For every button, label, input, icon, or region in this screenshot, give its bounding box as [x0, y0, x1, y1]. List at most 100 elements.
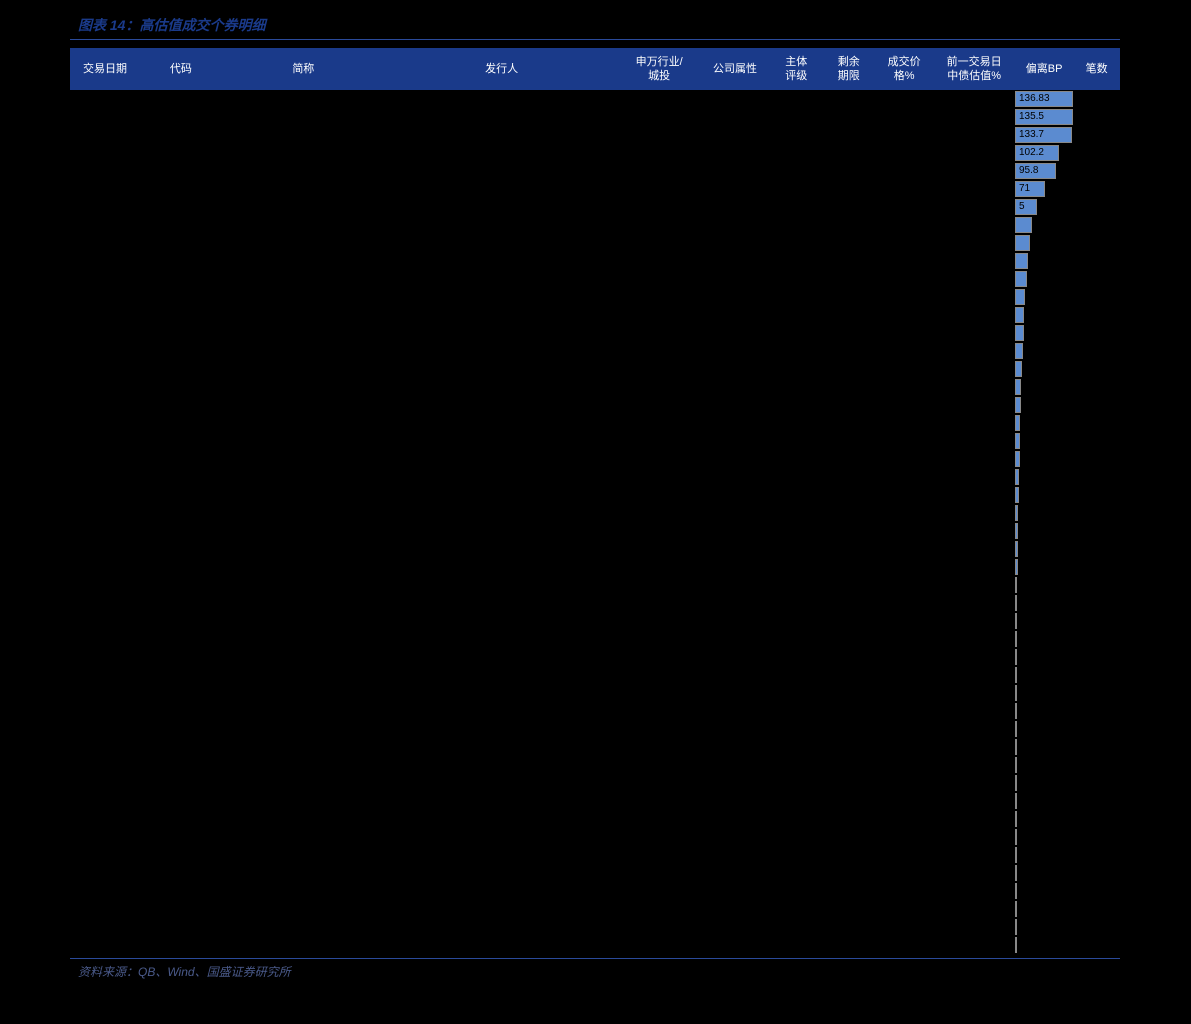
table-row	[70, 342, 1120, 360]
table-row	[70, 792, 1120, 810]
cell-remain	[822, 144, 875, 162]
cell-remain	[822, 828, 875, 846]
cell-remain	[822, 882, 875, 900]
table-row	[70, 396, 1120, 414]
cell-industry	[618, 540, 700, 558]
cell-company	[700, 216, 770, 234]
bp-value: 95.8	[1015, 165, 1073, 176]
cell-count	[1073, 828, 1120, 846]
bp-bar	[1015, 577, 1017, 593]
cell-date	[70, 540, 140, 558]
cell-code	[140, 108, 222, 126]
bp-bar	[1015, 757, 1017, 773]
cell-issuer	[385, 792, 618, 810]
cell-industry	[618, 468, 700, 486]
cell-industry	[618, 900, 700, 918]
cell-rating	[770, 108, 823, 126]
cell-prev	[933, 558, 1015, 576]
cell-prev	[933, 504, 1015, 522]
cell-prev	[933, 612, 1015, 630]
cell-issuer	[385, 648, 618, 666]
cell-bp	[1015, 738, 1073, 756]
cell-remain	[822, 180, 875, 198]
cell-price	[875, 630, 933, 648]
table-row	[70, 666, 1120, 684]
cell-prev	[933, 486, 1015, 504]
cell-remain	[822, 90, 875, 108]
cell-issuer	[385, 90, 618, 108]
cell-company	[700, 162, 770, 180]
bp-bar	[1015, 433, 1020, 449]
cell-date	[70, 252, 140, 270]
cell-count	[1073, 684, 1120, 702]
cell-count	[1073, 576, 1120, 594]
cell-rating	[770, 162, 823, 180]
bp-bar	[1015, 919, 1017, 935]
cell-rating	[770, 756, 823, 774]
cell-code	[140, 216, 222, 234]
header-code: 代码	[140, 49, 222, 90]
header-short: 简称	[222, 49, 385, 90]
cell-price	[875, 504, 933, 522]
cell-remain	[822, 666, 875, 684]
cell-price	[875, 342, 933, 360]
cell-short	[222, 234, 385, 252]
cell-price	[875, 432, 933, 450]
cell-rating	[770, 558, 823, 576]
cell-short	[222, 432, 385, 450]
cell-prev	[933, 702, 1015, 720]
cell-industry	[618, 450, 700, 468]
cell-count	[1073, 720, 1120, 738]
cell-date	[70, 234, 140, 252]
cell-date	[70, 198, 140, 216]
bp-value: 5	[1015, 201, 1073, 212]
cell-price	[875, 882, 933, 900]
cell-rating	[770, 936, 823, 954]
table-row	[70, 936, 1120, 954]
cell-remain	[822, 774, 875, 792]
cell-rating	[770, 180, 823, 198]
cell-code	[140, 774, 222, 792]
cell-company	[700, 864, 770, 882]
cell-prev	[933, 900, 1015, 918]
table-row	[70, 918, 1120, 936]
cell-company	[700, 378, 770, 396]
table-row	[70, 540, 1120, 558]
cell-bp	[1015, 540, 1073, 558]
cell-count	[1073, 522, 1120, 540]
cell-issuer	[385, 360, 618, 378]
cell-rating	[770, 828, 823, 846]
cell-rating	[770, 630, 823, 648]
cell-rating	[770, 576, 823, 594]
cell-prev	[933, 432, 1015, 450]
cell-bp	[1015, 702, 1073, 720]
cell-industry	[618, 666, 700, 684]
cell-price	[875, 198, 933, 216]
cell-short	[222, 576, 385, 594]
cell-remain	[822, 378, 875, 396]
cell-short	[222, 792, 385, 810]
cell-issuer	[385, 486, 618, 504]
cell-company	[700, 756, 770, 774]
cell-date	[70, 612, 140, 630]
cell-rating	[770, 414, 823, 432]
cell-prev	[933, 756, 1015, 774]
cell-industry	[618, 864, 700, 882]
cell-issuer	[385, 630, 618, 648]
cell-prev	[933, 360, 1015, 378]
table-row	[70, 864, 1120, 882]
cell-company	[700, 486, 770, 504]
bp-bar	[1015, 811, 1017, 827]
cell-date	[70, 396, 140, 414]
cell-short	[222, 522, 385, 540]
cell-price	[875, 594, 933, 612]
cell-industry	[618, 216, 700, 234]
cell-company	[700, 558, 770, 576]
cell-count	[1073, 90, 1120, 108]
cell-short	[222, 468, 385, 486]
cell-date	[70, 486, 140, 504]
cell-code	[140, 468, 222, 486]
cell-issuer	[385, 576, 618, 594]
cell-issuer	[385, 522, 618, 540]
cell-remain	[822, 594, 875, 612]
